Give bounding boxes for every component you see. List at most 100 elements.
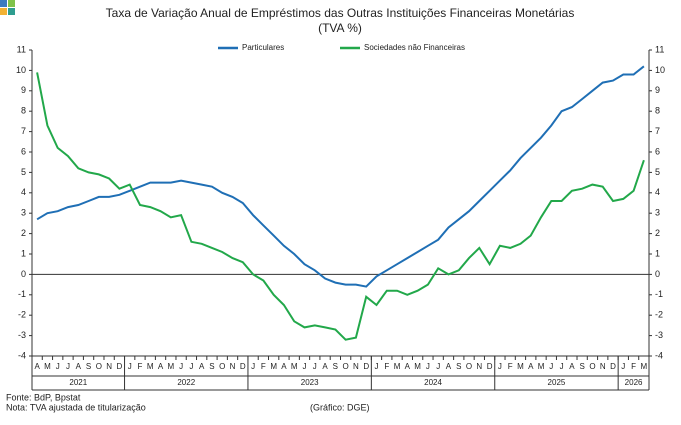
- x-tick-label: J: [56, 362, 60, 371]
- x-tick-label: N: [476, 362, 482, 371]
- y2-tick-label: 5: [655, 167, 660, 177]
- year-label: 2026: [625, 378, 643, 387]
- x-tick-label: A: [528, 362, 534, 371]
- x-tick-label: S: [209, 362, 214, 371]
- x-tick-label: M: [270, 362, 277, 371]
- y-tick-label: -2: [18, 310, 26, 320]
- y-tick-label: 3: [21, 208, 26, 218]
- legend-label: Sociedades não Financeiras: [364, 43, 465, 52]
- x-tick-label: J: [374, 362, 378, 371]
- x-tick-label: M: [641, 362, 648, 371]
- x-tick-label: J: [621, 362, 625, 371]
- x-tick-label: A: [322, 362, 328, 371]
- chart-subtitle: (TVA %): [318, 21, 362, 35]
- x-tick-label: M: [147, 362, 154, 371]
- x-tick-label: O: [466, 362, 472, 371]
- year-label: 2024: [424, 378, 442, 387]
- x-tick-label: S: [579, 362, 584, 371]
- x-tick-label: J: [251, 362, 255, 371]
- x-tick-label: J: [498, 362, 502, 371]
- x-tick-label: A: [281, 362, 287, 371]
- x-tick-label: O: [589, 362, 595, 371]
- y2-tick-label: -2: [655, 310, 663, 320]
- y2-tick-label: 4: [655, 187, 660, 197]
- x-tick-label: F: [261, 362, 266, 371]
- x-tick-label: N: [600, 362, 606, 371]
- series-line: [36, 65, 645, 288]
- credit: (Gráfico: DGE): [310, 402, 370, 412]
- x-tick-label: M: [167, 362, 174, 371]
- x-tick-label: O: [343, 362, 349, 371]
- x-tick-label: F: [508, 362, 513, 371]
- x-tick-label: N: [106, 362, 112, 371]
- y2-tick-label: -4: [655, 350, 663, 360]
- y-tick-label: -3: [18, 330, 26, 340]
- x-tick-label: S: [333, 362, 338, 371]
- x-tick-label: M: [44, 362, 51, 371]
- y2-tick-label: 3: [655, 208, 660, 218]
- y-tick-label: 0: [21, 269, 26, 279]
- x-tick-label: D: [117, 362, 123, 371]
- logo: [0, 8, 7, 15]
- x-tick-label: D: [610, 362, 616, 371]
- chart-title: Taxa de Variação Anual de Empréstimos da…: [106, 6, 575, 20]
- x-tick-label: M: [414, 362, 421, 371]
- x-tick-label: J: [560, 362, 564, 371]
- x-tick-label: J: [549, 362, 553, 371]
- x-tick-label: M: [394, 362, 401, 371]
- x-tick-label: O: [219, 362, 225, 371]
- x-tick-label: D: [240, 362, 246, 371]
- x-tick-label: F: [384, 362, 389, 371]
- x-tick-label: F: [138, 362, 143, 371]
- x-tick-label: S: [86, 362, 91, 371]
- x-tick-label: A: [76, 362, 82, 371]
- y-tick-label: 5: [21, 167, 26, 177]
- logo: [8, 0, 15, 7]
- y2-tick-label: 9: [655, 85, 660, 95]
- year-label: 2022: [177, 378, 195, 387]
- x-tick-label: J: [303, 362, 307, 371]
- y-tick-label: 4: [21, 187, 26, 197]
- y2-tick-label: -3: [655, 330, 663, 340]
- x-tick-label: A: [34, 362, 40, 371]
- y2-tick-label: 10: [655, 65, 665, 75]
- x-tick-label: M: [517, 362, 524, 371]
- legend-label: Particulares: [242, 43, 284, 52]
- x-tick-label: M: [538, 362, 545, 371]
- y-tick-label: 6: [21, 146, 26, 156]
- year-label: 2023: [301, 378, 319, 387]
- x-tick-label: J: [313, 362, 317, 371]
- x-tick-label: N: [230, 362, 236, 371]
- y-tick-label: 7: [21, 126, 26, 136]
- x-tick-label: J: [179, 362, 183, 371]
- y2-tick-label: 6: [655, 146, 660, 156]
- y2-tick-label: 2: [655, 228, 660, 238]
- x-tick-label: A: [569, 362, 575, 371]
- x-tick-label: D: [487, 362, 493, 371]
- x-tick-label: A: [446, 362, 452, 371]
- y-tick-label: 8: [21, 106, 26, 116]
- x-tick-label: J: [66, 362, 70, 371]
- y2-tick-label: 7: [655, 126, 660, 136]
- y-tick-label: 9: [21, 85, 26, 95]
- y2-tick-label: -1: [655, 289, 663, 299]
- x-tick-label: A: [405, 362, 411, 371]
- x-tick-label: F: [631, 362, 636, 371]
- y-tick-label: 10: [16, 65, 26, 75]
- y-tick-label: 2: [21, 228, 26, 238]
- x-tick-label: A: [158, 362, 164, 371]
- y-tick-label: 1: [21, 248, 26, 258]
- y-tick-label: 11: [17, 44, 26, 54]
- y2-tick-label: 11: [655, 44, 664, 54]
- logo: [0, 0, 7, 7]
- y-tick-label: -4: [18, 350, 26, 360]
- x-tick-label: N: [353, 362, 359, 371]
- x-tick-label: J: [189, 362, 193, 371]
- year-label: 2025: [548, 378, 566, 387]
- series-line: [36, 72, 645, 341]
- y-tick-label: -1: [18, 289, 26, 299]
- y2-tick-label: 1: [655, 248, 660, 258]
- year-label: 2021: [69, 378, 87, 387]
- y2-tick-label: 8: [655, 106, 660, 116]
